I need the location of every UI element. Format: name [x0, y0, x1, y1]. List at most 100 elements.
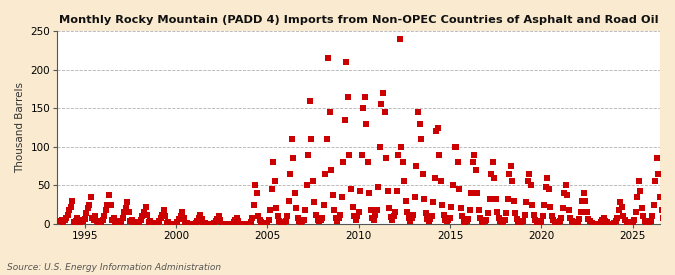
Point: [262, 221, 273, 225]
Point: [108, 215, 119, 220]
Point: [101, 208, 111, 212]
Point: [344, 152, 355, 157]
Point: [90, 214, 101, 218]
Point: [303, 152, 314, 157]
Point: [151, 222, 161, 226]
Point: [246, 215, 257, 220]
Point: [502, 197, 513, 201]
Point: [609, 221, 620, 225]
Point: [656, 208, 667, 212]
Point: [574, 217, 585, 221]
Point: [586, 221, 597, 225]
Point: [597, 218, 608, 222]
Point: [163, 220, 173, 224]
Point: [630, 210, 641, 214]
Point: [562, 192, 572, 197]
Point: [448, 183, 458, 188]
Point: [626, 221, 637, 225]
Point: [149, 221, 160, 225]
Point: [484, 197, 495, 201]
Point: [201, 222, 212, 226]
Point: [466, 191, 477, 195]
Point: [379, 110, 390, 114]
Point: [221, 222, 232, 226]
Point: [598, 215, 609, 220]
Point: [473, 208, 484, 212]
Point: [144, 219, 155, 224]
Point: [498, 219, 509, 224]
Point: [647, 214, 658, 218]
Point: [416, 137, 427, 141]
Point: [542, 175, 553, 180]
Point: [653, 172, 664, 176]
Point: [91, 219, 102, 224]
Point: [79, 217, 90, 221]
Point: [673, 183, 675, 188]
Point: [236, 222, 247, 226]
Point: [431, 129, 441, 134]
Point: [402, 210, 412, 214]
Point: [110, 220, 121, 224]
Point: [427, 214, 437, 218]
Point: [119, 210, 130, 214]
Point: [188, 222, 198, 226]
Point: [250, 183, 261, 188]
Point: [195, 212, 206, 217]
Point: [547, 214, 558, 218]
Point: [318, 202, 329, 207]
Point: [242, 222, 253, 226]
Point: [297, 219, 308, 224]
Point: [350, 218, 361, 222]
Point: [437, 202, 448, 207]
Point: [661, 220, 672, 224]
Point: [475, 215, 486, 220]
Point: [194, 215, 205, 220]
Point: [340, 118, 350, 122]
Point: [531, 220, 542, 224]
Point: [165, 222, 176, 226]
Point: [227, 222, 238, 226]
Point: [664, 217, 674, 221]
Point: [565, 215, 576, 220]
Point: [213, 214, 224, 218]
Point: [184, 222, 195, 226]
Point: [519, 212, 530, 217]
Point: [314, 219, 325, 224]
Point: [232, 215, 242, 220]
Point: [355, 189, 366, 194]
Point: [291, 206, 302, 211]
Point: [610, 219, 621, 224]
Point: [477, 219, 487, 224]
Point: [621, 220, 632, 224]
Point: [240, 222, 251, 226]
Point: [632, 195, 643, 199]
Point: [87, 215, 98, 220]
Point: [265, 208, 276, 212]
Point: [192, 219, 202, 223]
Point: [85, 195, 96, 199]
Point: [222, 222, 233, 226]
Point: [364, 191, 375, 195]
Point: [320, 172, 331, 176]
Point: [545, 205, 556, 209]
Point: [513, 220, 524, 224]
Point: [82, 206, 93, 211]
Point: [324, 110, 335, 114]
Point: [93, 220, 104, 224]
Point: [189, 222, 200, 226]
Point: [651, 156, 662, 161]
Point: [516, 220, 527, 224]
Point: [537, 214, 548, 218]
Point: [290, 191, 300, 195]
Point: [140, 205, 151, 209]
Point: [73, 219, 84, 223]
Point: [414, 122, 425, 126]
Point: [315, 218, 326, 222]
Point: [398, 160, 408, 164]
Point: [375, 145, 385, 149]
Point: [352, 214, 362, 218]
Point: [428, 200, 439, 204]
Point: [400, 199, 411, 203]
Point: [233, 219, 244, 224]
Point: [423, 219, 434, 224]
